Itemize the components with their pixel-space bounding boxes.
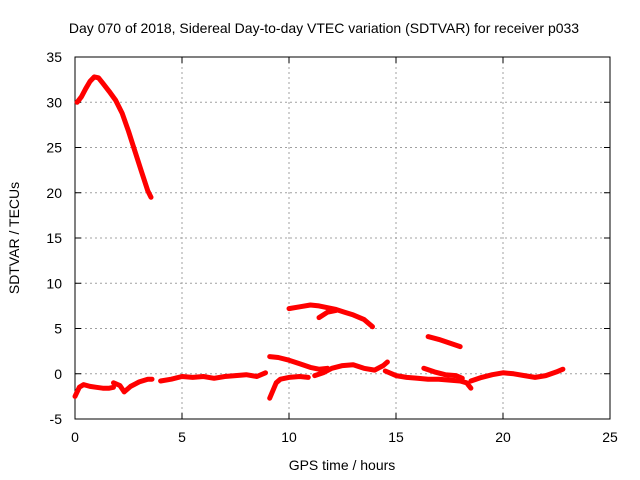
series-arc-7 (312, 359, 390, 379)
series-arc-10 (382, 368, 474, 391)
data-series (72, 74, 566, 401)
series-arc-13 (468, 366, 566, 384)
x-tick-label: 25 (602, 429, 618, 445)
series-arc-4 (158, 370, 268, 384)
series-arc-8 (286, 302, 375, 330)
x-tick-label: 0 (71, 429, 79, 445)
series-arc-3 (111, 376, 155, 395)
x-tick-label: 20 (495, 429, 511, 445)
y-tick-label: 25 (46, 140, 62, 156)
y-axis-label: SDTVAR / TECUs (6, 182, 22, 294)
y-tick-label: 0 (54, 366, 62, 382)
x-tick-label: 5 (178, 429, 186, 445)
series-arc-6 (267, 354, 330, 372)
y-tick-label: 15 (46, 230, 62, 246)
y-tick-label: -5 (50, 411, 63, 427)
y-tick-label: 30 (46, 94, 62, 110)
y-tick-label: 10 (46, 275, 62, 291)
series-arc-11 (421, 365, 465, 381)
y-tick-label: 35 (46, 49, 62, 65)
series-arc-1 (74, 74, 154, 200)
y-tick-label: 20 (46, 185, 62, 201)
y-tick-label: 5 (54, 321, 62, 337)
series-arc-12 (425, 334, 463, 350)
series-arc-2 (72, 382, 116, 399)
plot-frame (74, 56, 611, 420)
x-tick-label: 15 (388, 429, 404, 445)
series-arc-9 (316, 307, 339, 321)
x-axis-label: GPS time / hours (289, 457, 396, 473)
series-arc-5 (267, 374, 311, 401)
chart-title: Day 070 of 2018, Sidereal Day-to-day VTE… (69, 20, 579, 36)
x-tick-label: 10 (281, 429, 297, 445)
